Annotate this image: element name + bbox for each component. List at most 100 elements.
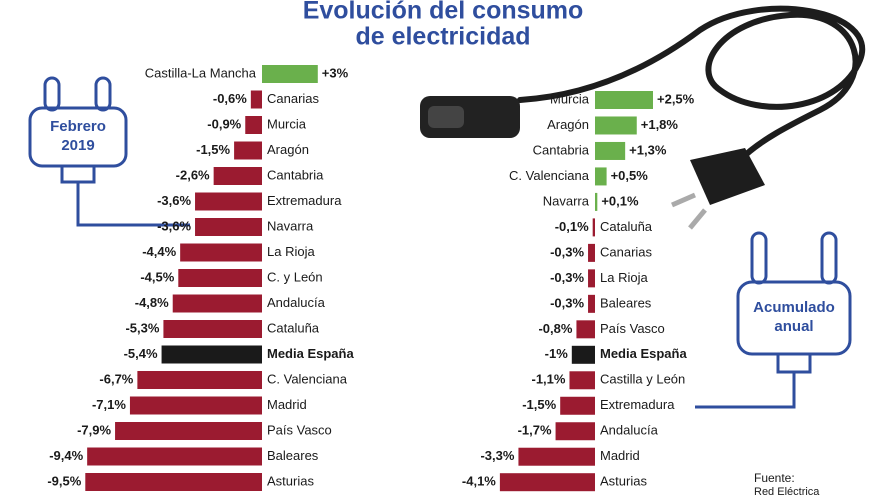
value-label: +0,5% <box>611 168 649 183</box>
plug-icon <box>695 231 852 409</box>
category-label: Asturias <box>600 474 647 489</box>
category-label: Extremadura <box>267 193 342 208</box>
value-label: -3,6% <box>157 193 191 208</box>
category-label: Murcia <box>267 116 307 131</box>
bar <box>129 396 262 415</box>
category-label: Castilla y León <box>600 372 685 387</box>
category-label: Canarias <box>600 244 653 259</box>
bar <box>595 141 626 160</box>
bar <box>571 345 595 364</box>
plug-label: 2019 <box>61 137 94 154</box>
value-label: -6,7% <box>99 371 133 386</box>
value-label: -0,3% <box>550 295 584 310</box>
category-label: País Vasco <box>600 321 665 336</box>
bar <box>115 422 262 440</box>
value-label: -5,4% <box>124 346 158 361</box>
category-label: Baleares <box>267 448 319 463</box>
bar <box>172 294 262 313</box>
category-label: Media España <box>600 346 687 361</box>
connector-socket <box>428 106 464 128</box>
category-label: Aragón <box>267 142 309 157</box>
value-label: -4,4% <box>142 244 176 259</box>
plug-label: Febrero <box>50 118 106 135</box>
plug-label: Acumulado <box>753 299 835 316</box>
bar <box>245 116 262 134</box>
bar <box>87 447 262 466</box>
value-label: -1% <box>545 346 569 361</box>
category-label: Andalucía <box>267 295 326 310</box>
cord-plug <box>671 148 765 230</box>
bar <box>163 320 262 338</box>
category-label: Cantabria <box>533 142 590 157</box>
title-line: Evolución del consumo <box>303 0 584 25</box>
value-label: -2,6% <box>176 167 210 182</box>
category-label: Murcia <box>550 91 590 106</box>
category-label: Madrid <box>267 397 307 412</box>
plug-icon <box>28 76 190 227</box>
bar <box>595 167 607 186</box>
bar <box>592 218 595 237</box>
value-label: -0,3% <box>550 270 584 285</box>
title-line: de electricidad <box>355 23 530 51</box>
bar <box>161 345 262 364</box>
bar <box>588 294 595 313</box>
value-label: +1,3% <box>629 142 667 157</box>
value-label: -0,3% <box>550 244 584 259</box>
bar <box>555 422 595 441</box>
bar <box>576 320 595 339</box>
category-label: País Vasco <box>267 422 332 437</box>
value-label: -4,5% <box>140 269 174 284</box>
bar <box>180 243 262 262</box>
bar <box>588 269 595 288</box>
value-label: -7,9% <box>77 422 111 437</box>
value-label: -0,8% <box>538 321 572 336</box>
bar <box>250 90 262 109</box>
bar <box>195 192 262 211</box>
category-label: Cantabria <box>267 167 324 182</box>
value-label: +2,5% <box>657 91 695 106</box>
category-label: C. Valenciana <box>509 168 590 183</box>
value-label: +3% <box>322 65 349 80</box>
value-label: -0,9% <box>207 116 241 131</box>
bar <box>85 473 262 491</box>
value-label: -9,5% <box>47 473 81 488</box>
category-label: Andalucía <box>600 423 659 438</box>
value-label: -4,8% <box>135 295 169 310</box>
value-label: -9,4% <box>49 448 83 463</box>
category-label: Aragón <box>547 117 589 132</box>
category-label: Madrid <box>600 448 640 463</box>
source: Red Eléctrica <box>754 486 820 495</box>
power-cord <box>517 5 866 163</box>
value-label: -3,6% <box>157 218 191 233</box>
value-label: -1,7% <box>518 423 552 438</box>
bar <box>137 371 262 389</box>
bar <box>595 192 598 211</box>
bar <box>499 473 595 492</box>
value-label: +1,8% <box>641 117 679 132</box>
bar <box>569 371 595 390</box>
category-label: Castilla-La Mancha <box>145 65 257 80</box>
category-label: Baleares <box>600 295 652 310</box>
category-label: La Rioja <box>600 270 648 285</box>
value-label: -0,6% <box>213 91 247 106</box>
category-label: Cataluña <box>600 219 653 234</box>
category-label: Media España <box>267 346 354 361</box>
category-label: Asturias <box>267 473 314 488</box>
plug-label: anual <box>774 318 813 335</box>
source: Fuente: <box>754 471 795 485</box>
value-label: -5,3% <box>125 320 159 335</box>
value-label: -1,1% <box>532 372 566 387</box>
category-label: C. y León <box>267 269 323 284</box>
category-label: Navarra <box>267 218 314 233</box>
bar <box>195 218 262 236</box>
value-label: -1,5% <box>196 142 230 157</box>
bar <box>234 141 262 160</box>
bar <box>213 167 262 185</box>
bar <box>588 243 595 262</box>
value-label: +0,1% <box>601 193 639 208</box>
bar <box>595 91 653 109</box>
bar <box>518 447 595 466</box>
bar <box>178 269 262 287</box>
category-label: Canarias <box>267 91 320 106</box>
